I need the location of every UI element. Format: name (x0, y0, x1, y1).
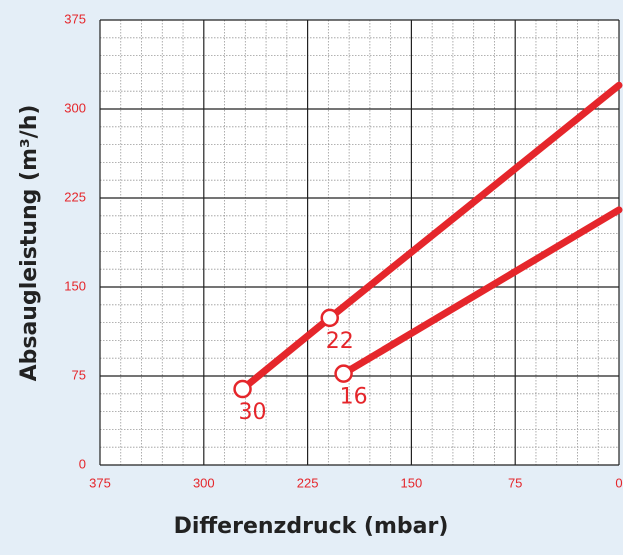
x-tick-label: 300 (193, 475, 215, 490)
point-label: 16 (340, 385, 368, 410)
point-marker (320, 308, 339, 328)
x-tick-label: 150 (401, 475, 423, 490)
x-axis-title: Differenzdruck (mbar) (174, 514, 449, 539)
point-marker (334, 364, 353, 383)
point-label: 30 (239, 400, 267, 425)
x-tick-label: 0 (615, 475, 622, 490)
x-tick-label: 75 (508, 475, 522, 490)
y-tick-label: 0 (79, 456, 86, 471)
y-tick-label: 300 (64, 100, 86, 115)
point-marker (233, 379, 252, 399)
y-tick-label: 150 (64, 278, 86, 293)
y-tick-label: 75 (72, 367, 86, 382)
series-line (340, 206, 623, 378)
y-tick-label: 375 (64, 11, 86, 26)
y-axis-title: Absaugleistung (m³/h) (17, 105, 42, 382)
y-tick-label: 225 (64, 189, 86, 204)
x-tick-label: 375 (89, 475, 111, 490)
point-label: 22 (326, 329, 354, 354)
plot-area (100, 20, 619, 465)
x-tick-label: 225 (297, 475, 319, 490)
